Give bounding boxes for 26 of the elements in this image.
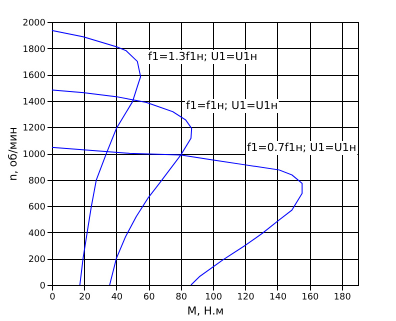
y-tick-label: 1200 — [22, 124, 46, 134]
x-tick-label: 20 — [78, 292, 91, 302]
x-tick-label: 80 — [176, 292, 188, 302]
annotation: f1=1.3f1н; U1=U1н — [148, 50, 258, 63]
x-tick-label: 120 — [237, 292, 255, 302]
y-tick-label: 1000 — [22, 150, 46, 160]
y-axis-title: n, об/мин — [6, 127, 20, 181]
x-tick-label: 100 — [204, 292, 222, 302]
y-tick-label: 2000 — [22, 18, 46, 28]
y-tick-label: 200 — [28, 255, 46, 266]
annotation: f1=f1н; U1=U1н — [186, 99, 278, 112]
x-tick-label: 140 — [269, 292, 287, 302]
y-tick-label: 600 — [28, 202, 46, 213]
x-tick-label: 60 — [143, 292, 156, 302]
x-tick-label: 40 — [111, 292, 123, 302]
y-tick-label: 0 — [40, 282, 46, 292]
y-tick-label: 1800 — [22, 44, 46, 55]
y-tick-label: 1400 — [22, 97, 46, 108]
y-tick-label: 400 — [28, 228, 46, 239]
x-tick-label: 180 — [334, 292, 352, 302]
annotation: f1=0.7f1н; U1=U1н — [247, 141, 356, 154]
y-tick-label: 1600 — [22, 71, 46, 82]
x-axis-title: M, Н.м — [187, 304, 224, 318]
x-tick-label: 0 — [50, 292, 56, 302]
y-tick-label: 800 — [28, 176, 46, 186]
x-tick-label: 160 — [302, 292, 320, 302]
